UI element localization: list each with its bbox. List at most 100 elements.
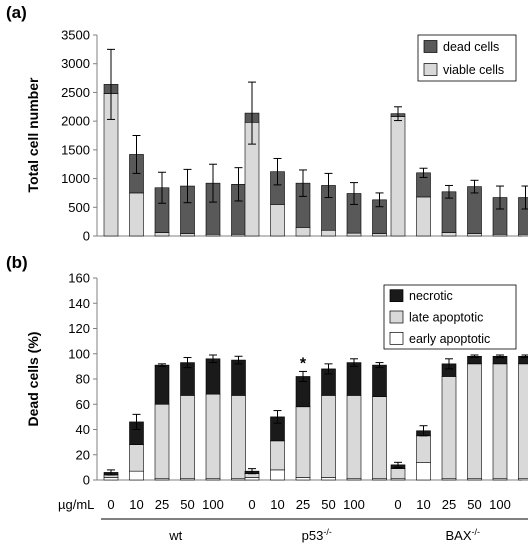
dose-tick-label: 0 bbox=[107, 497, 114, 512]
a-y-tick-label: 2000 bbox=[61, 114, 90, 129]
x-axis-labels: µg/mL 0 10 25 50 100 wt 0 10 25 50 100 p53-/- 0 10 25 50… bbox=[58, 497, 528, 543]
b-legend-label: late apoptotic bbox=[409, 311, 483, 325]
a-legend-swatch bbox=[423, 63, 438, 76]
a-legend-label: viable cells bbox=[443, 63, 504, 77]
b-y-tick-label: 40 bbox=[76, 422, 90, 437]
dose-tick-label: 50 bbox=[180, 497, 194, 512]
a-bar-segment bbox=[441, 232, 457, 237]
dose-tick-label: 0 bbox=[394, 497, 401, 512]
b-bar-segment bbox=[205, 393, 221, 480]
b-y-tick-label: 80 bbox=[76, 372, 90, 387]
b-bar-segment bbox=[372, 364, 387, 397]
b-legend-swatch bbox=[389, 331, 404, 345]
dose-tick-label: 25 bbox=[155, 497, 169, 512]
b-bar-segment bbox=[180, 395, 195, 480]
a-y-axis-title: Total cell number bbox=[25, 77, 41, 192]
a-bar-segment bbox=[154, 232, 170, 237]
b-y-tick-label: 100 bbox=[68, 346, 90, 361]
b-bar-segment bbox=[346, 395, 362, 480]
a-legend-swatch bbox=[423, 40, 438, 53]
a-bar-segment bbox=[270, 204, 285, 237]
b-y-tick-label: 140 bbox=[68, 296, 90, 311]
b-bar-segment bbox=[129, 470, 144, 481]
b-bar-segment bbox=[205, 358, 221, 395]
b-bar-segment bbox=[346, 362, 362, 396]
b-bar-segment bbox=[390, 468, 406, 480]
a-y-tick-label: 1500 bbox=[61, 142, 90, 157]
group-label: BAX-/- bbox=[445, 527, 480, 543]
a-y-tick-label: 2500 bbox=[61, 85, 90, 100]
b-bar-segment bbox=[372, 396, 387, 480]
b-bar-segment bbox=[231, 359, 246, 396]
dose-tick-label: 10 bbox=[270, 497, 284, 512]
dose-tick-label: 0 bbox=[248, 497, 255, 512]
dose-tick-label: 100 bbox=[343, 497, 365, 512]
a-bar-segment bbox=[416, 196, 431, 237]
b-bar-segment bbox=[295, 477, 311, 481]
a-legend-label: dead cells bbox=[443, 40, 499, 54]
a-bar-segment bbox=[180, 233, 195, 237]
b-bar-segment bbox=[129, 444, 144, 472]
b-y-tick-label: 160 bbox=[68, 271, 90, 286]
group-label: wt bbox=[168, 528, 182, 543]
b-significance-marker: * bbox=[300, 355, 307, 372]
b-bar-segment bbox=[321, 477, 336, 481]
panel-a-label: (a) bbox=[6, 3, 27, 22]
a-y-tick-label: 3500 bbox=[61, 28, 90, 43]
b-bar-segment bbox=[467, 363, 482, 480]
panel-b-legend: necrotic late apoptotic early apoptotic bbox=[383, 284, 517, 350]
b-y-tick-label: 60 bbox=[76, 397, 90, 412]
b-bar-segment bbox=[154, 403, 170, 480]
a-bar-segment bbox=[467, 186, 482, 235]
b-bar-segment bbox=[416, 462, 431, 481]
panel-a: (a) 0 500 1000 1500 2000 2500 3000 3500 Total ce… bbox=[6, 3, 528, 244]
b-legend-label: early apoptotic bbox=[409, 332, 490, 346]
panel-a-y-axis: 0 500 1000 1500 2000 2500 3000 3500 Total cell n… bbox=[25, 28, 522, 244]
dose-tick-label: 100 bbox=[202, 497, 224, 512]
b-bar-segment bbox=[270, 469, 285, 481]
dose-tick-label: 10 bbox=[416, 497, 430, 512]
panel-a-legend: dead cells viable cells bbox=[417, 34, 517, 82]
group-label-superscript: -/- bbox=[323, 527, 332, 537]
a-y-tick-label: 1000 bbox=[61, 171, 90, 186]
group-label: p53-/- bbox=[302, 527, 332, 543]
a-bar-segment bbox=[129, 192, 144, 237]
group-label-superscript: -/- bbox=[472, 527, 481, 537]
b-bar-segment bbox=[154, 364, 170, 405]
x-unit-label: µg/mL bbox=[58, 497, 94, 512]
b-bar-segment bbox=[416, 435, 431, 463]
a-bar-segment bbox=[372, 233, 387, 237]
b-legend-swatch bbox=[389, 289, 404, 303]
b-bar-segment bbox=[295, 406, 311, 478]
dose-tick-label: 100 bbox=[489, 497, 511, 512]
b-legend-label: necrotic bbox=[409, 289, 453, 303]
b-bar-segment bbox=[492, 363, 508, 480]
b-bar-segment bbox=[270, 440, 285, 471]
b-legend-swatch bbox=[389, 310, 404, 324]
b-y-tick-label: 20 bbox=[76, 447, 90, 462]
dose-tick-label: 50 bbox=[467, 497, 481, 512]
a-y-tick-label: 3000 bbox=[61, 56, 90, 71]
b-bar-segment bbox=[231, 395, 246, 480]
b-bar-segment bbox=[441, 376, 457, 480]
dose-tick-label: 50 bbox=[321, 497, 335, 512]
b-bar-segment bbox=[244, 477, 260, 481]
b-y-tick-label: 0 bbox=[83, 473, 90, 488]
b-y-axis-title: Dead cells (%) bbox=[25, 332, 41, 427]
b-bar-segment bbox=[244, 473, 260, 478]
b-y-tick-label: 120 bbox=[68, 321, 90, 336]
a-y-tick-label: 500 bbox=[68, 200, 90, 215]
dose-tick-label: 25 bbox=[442, 497, 456, 512]
a-bar-segment bbox=[346, 232, 362, 237]
a-bar-segment bbox=[518, 197, 528, 235]
panel-a-bars bbox=[103, 48, 528, 237]
panel-b-label: (b) bbox=[6, 253, 28, 272]
a-y-tick-label: 0 bbox=[83, 229, 90, 244]
dose-tick-label: 10 bbox=[129, 497, 143, 512]
b-bar-segment bbox=[103, 477, 119, 481]
b-legend-box bbox=[383, 284, 517, 350]
a-bar-segment bbox=[295, 227, 311, 237]
panel-b-bars: * bbox=[103, 354, 528, 481]
